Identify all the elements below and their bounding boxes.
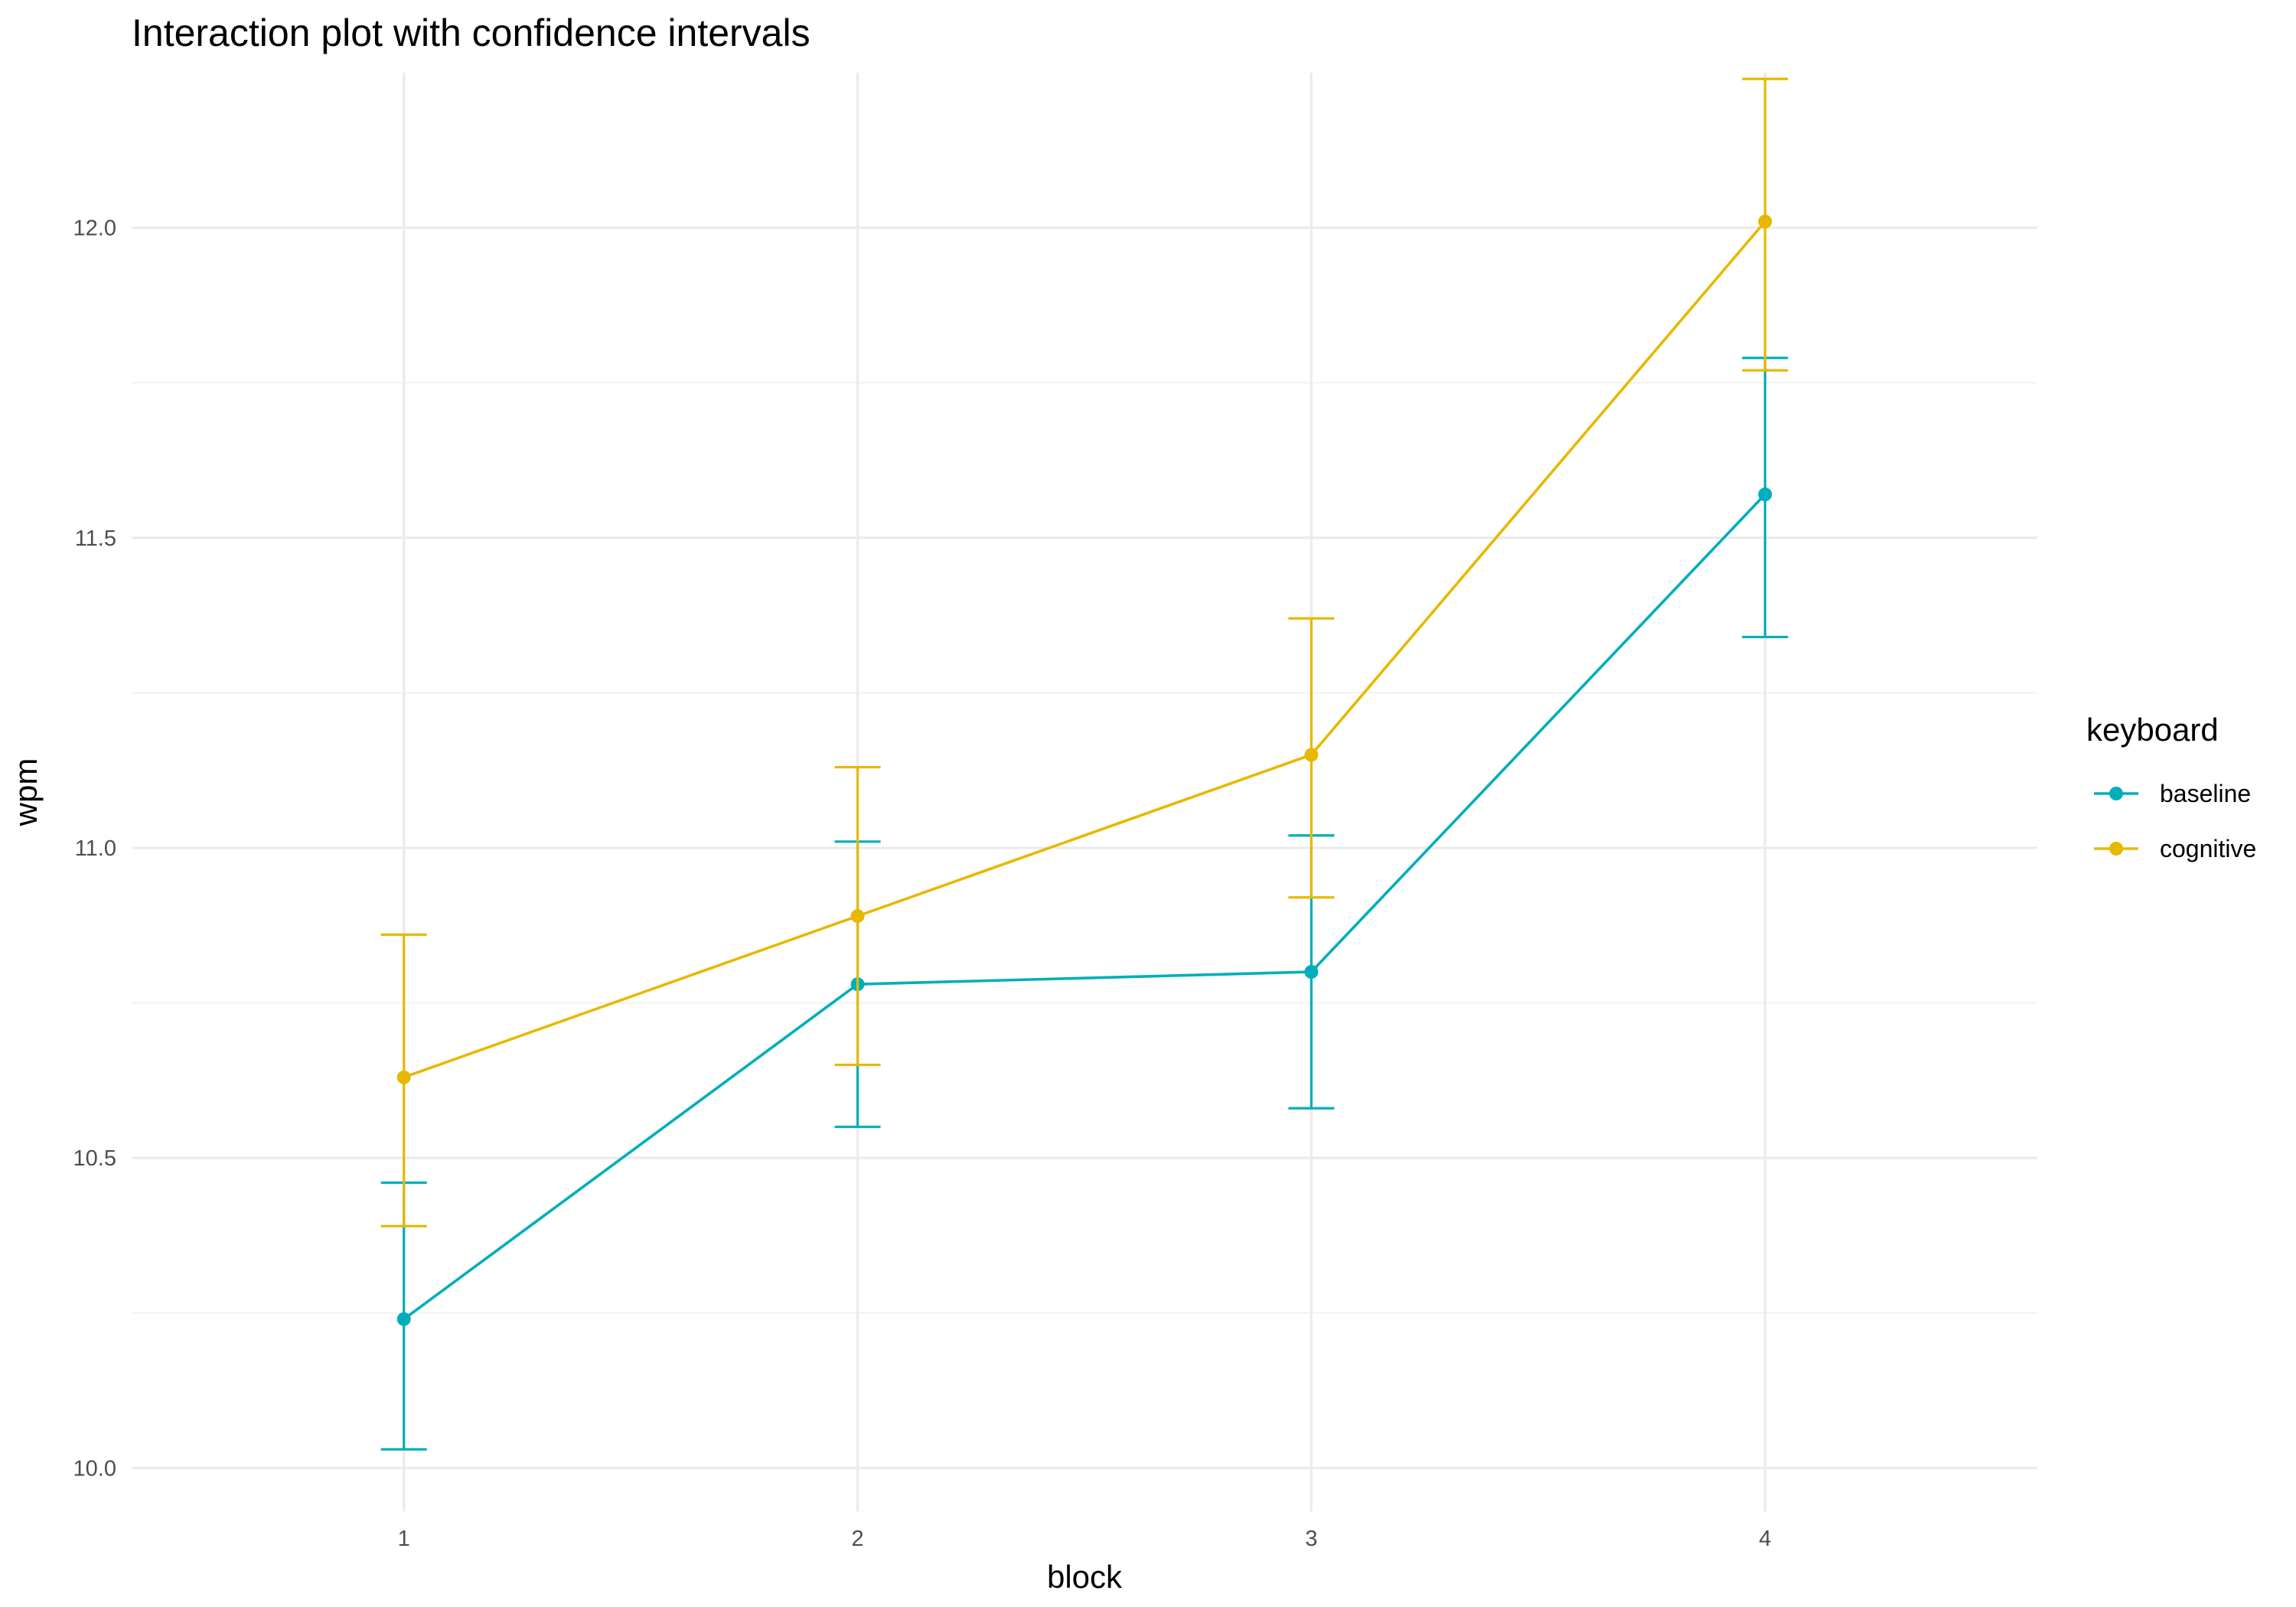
x-axis-ticks: 1 2 3 4 (398, 1527, 1772, 1551)
y-tick-label: 11.5 (75, 526, 116, 551)
legend-key-point (2109, 787, 2123, 800)
series-line-baseline (403, 493, 1766, 1321)
legend-key-point (2109, 842, 2123, 856)
data-point (1304, 748, 1319, 762)
x-tick-label: 4 (1759, 1527, 1771, 1551)
series-cognitive (380, 77, 1789, 1227)
minor-gridlines (132, 382, 2037, 1314)
data-point (396, 1070, 411, 1084)
series-line-cognitive (403, 220, 1766, 1079)
legend-item-baseline: baseline (2094, 780, 2251, 807)
data-point (1758, 487, 1773, 502)
legend: keyboard baseline cognitive (2086, 712, 2256, 862)
x-tick-label: 1 (398, 1527, 410, 1551)
y-tick-label: 12.0 (73, 217, 116, 241)
x-axis-title: block (1047, 1559, 1123, 1595)
legend-title: keyboard (2086, 712, 2219, 748)
y-axis-ticks: 10.0 10.5 11.0 11.5 12.0 (73, 217, 116, 1482)
chart-title: Interaction plot with confidence interva… (132, 11, 810, 54)
data-point (396, 1312, 411, 1326)
data-point (850, 909, 865, 924)
legend-label: baseline (2160, 780, 2251, 807)
x-tick-label: 2 (852, 1527, 864, 1551)
series-baseline (380, 357, 1789, 1451)
legend-label: cognitive (2160, 835, 2256, 862)
legend-items: baseline cognitive (2094, 780, 2256, 862)
major-gridlines (132, 73, 2037, 1511)
y-tick-label: 11.0 (75, 836, 116, 861)
legend-item-cognitive: cognitive (2094, 835, 2256, 862)
x-tick-label: 3 (1305, 1527, 1317, 1551)
y-axis-title: wpm (8, 758, 44, 827)
data-point (1304, 965, 1319, 979)
y-tick-label: 10.5 (73, 1146, 116, 1171)
series-layer (380, 77, 1789, 1451)
y-tick-label: 10.0 (73, 1456, 116, 1481)
data-point (1758, 214, 1773, 229)
